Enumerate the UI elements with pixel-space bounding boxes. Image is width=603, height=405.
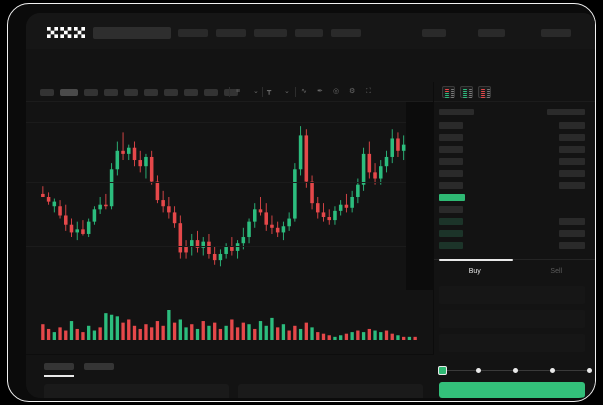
- search-input[interactable]: [93, 27, 171, 39]
- chart-panel: ≡ ⌄ ┳ ⌄ ∿ ✒ ◎ ⚙ ⛶: [26, 82, 434, 354]
- chart-toolbar: ≡ ⌄ ┳ ⌄ ∿ ✒ ◎ ⚙ ⛶: [26, 82, 433, 102]
- tab-sell[interactable]: Sell: [516, 260, 596, 282]
- nav-item-6[interactable]: [422, 29, 446, 37]
- toolbar-divider: [229, 87, 230, 97]
- indicators-icon[interactable]: ≡: [236, 88, 241, 95]
- orderbook-view-mode-group: [434, 82, 595, 102]
- orderbook-ask-row[interactable]: [439, 146, 463, 153]
- settings-gear-icon[interactable]: ⚙: [349, 88, 356, 95]
- chart-type-icon[interactable]: ┳: [267, 88, 272, 95]
- active-tab-indicator: [439, 259, 513, 261]
- candlestick-series: [41, 126, 417, 267]
- orderbook-size-cell[interactable]: [559, 182, 585, 189]
- orderbook-size-cell[interactable]: [559, 158, 585, 165]
- tab-buy[interactable]: Buy: [434, 260, 516, 282]
- chart-right-overlay: [406, 102, 434, 290]
- orderbook-size-cell[interactable]: [559, 122, 585, 129]
- timeframe-button-6[interactable]: [144, 89, 158, 96]
- slider-stop-100[interactable]: [586, 368, 592, 373]
- orderbook-ask-row[interactable]: [439, 158, 463, 165]
- device-frame: Spot Trading ▾ ▾ ≡ ⌄ ┳ ⌄ ∿ ✒ ◎ ⚙ ⛶: [7, 3, 596, 402]
- nav-item-8[interactable]: [541, 29, 571, 37]
- timeframe-button-8[interactable]: [184, 89, 198, 96]
- app-screen: Spot Trading ▾ ▾ ≡ ⌄ ┳ ⌄ ∿ ✒ ◎ ⚙ ⛶: [26, 13, 596, 398]
- orders-bottom-panel: [26, 354, 434, 398]
- chart-gridline-2: [26, 182, 433, 183]
- orderbook-both-icon[interactable]: [442, 86, 455, 98]
- nav-item-5[interactable]: [331, 29, 361, 37]
- nav-item-4[interactable]: [295, 29, 323, 37]
- bottom-tab-1[interactable]: [44, 363, 74, 370]
- bottom-tab-2[interactable]: [84, 363, 114, 370]
- orderbook-col-header-right[interactable]: [547, 109, 585, 115]
- timeframe-button-4[interactable]: [104, 89, 118, 96]
- nav-item-2[interactable]: [216, 29, 246, 37]
- bottom-content-block-1[interactable]: [44, 384, 229, 398]
- slider-stop-75[interactable]: [549, 368, 555, 373]
- indicator-chevron-icon[interactable]: ⌄: [253, 88, 259, 95]
- volume-histogram: [41, 310, 417, 340]
- orderbook-ask-row[interactable]: [439, 122, 463, 129]
- bottom-content-block-2[interactable]: [238, 384, 423, 398]
- orderbook-size-cell[interactable]: [559, 170, 585, 177]
- timeframe-button-2[interactable]: [60, 89, 78, 96]
- amount-field[interactable]: [439, 310, 585, 328]
- chart-type-chevron-icon[interactable]: ⌄: [284, 88, 290, 95]
- orderbook-size-cell[interactable]: [559, 230, 585, 237]
- amount-percent-slider[interactable]: [438, 366, 592, 375]
- orderbook-size-cell[interactable]: [559, 242, 585, 249]
- timeframe-button-7[interactable]: [164, 89, 178, 96]
- orderbook-size-cell[interactable]: [559, 146, 585, 153]
- nav-item-3[interactable]: [254, 29, 287, 37]
- line-tool-icon[interactable]: ∿: [301, 88, 307, 95]
- orderbook-ask-row[interactable]: [439, 134, 463, 141]
- top-navigation-bar: [26, 13, 595, 49]
- orderbook-bids-icon[interactable]: [460, 86, 473, 98]
- bottom-active-tab-indicator: [44, 375, 74, 377]
- orderbook-spread-row[interactable]: [439, 194, 465, 201]
- price-field[interactable]: [439, 286, 585, 304]
- market-sub-bar: Spot Trading ▾ ▾: [26, 49, 595, 111]
- buy-submit-button[interactable]: [439, 382, 585, 398]
- slider-handle[interactable]: [438, 366, 447, 375]
- orderbook-asks-icon[interactable]: [478, 86, 491, 98]
- pencil-draw-icon[interactable]: ✒: [317, 88, 323, 95]
- chart-plot-area[interactable]: [26, 102, 433, 354]
- order-form-tabs: Buy Sell: [434, 259, 596, 282]
- timeframe-button-9[interactable]: [204, 89, 218, 96]
- orderbook-bid-row[interactable]: [439, 206, 463, 213]
- orderbook-bid-row[interactable]: [439, 218, 463, 225]
- total-field[interactable]: [439, 334, 585, 352]
- camera-snapshot-icon[interactable]: ◎: [333, 88, 340, 95]
- orderbook-ask-row[interactable]: [439, 182, 463, 189]
- toolbar-divider: [295, 87, 296, 97]
- tab-sell-label: Sell: [550, 267, 563, 275]
- tab-buy-label: Buy: [468, 267, 481, 275]
- orderbook-bid-row[interactable]: [439, 242, 463, 249]
- nav-item-7[interactable]: [478, 29, 505, 37]
- nav-item-1[interactable]: [178, 29, 208, 37]
- timeframe-button-1[interactable]: [40, 89, 54, 96]
- timeframe-button-5[interactable]: [124, 89, 138, 96]
- timeframe-button-10[interactable]: [224, 89, 238, 96]
- orderbook-col-header-left[interactable]: [439, 109, 474, 115]
- orderbook-and-order-form-panel: Buy Sell: [434, 82, 596, 398]
- orderbook-size-cell[interactable]: [559, 218, 585, 225]
- okx-logo-icon[interactable]: [47, 27, 85, 38]
- chart-gridline-1: [26, 122, 433, 123]
- slider-stop-50[interactable]: [512, 368, 518, 373]
- chart-gridline-3: [26, 246, 433, 247]
- toolbar-divider: [262, 87, 263, 97]
- timeframe-button-3[interactable]: [84, 89, 98, 96]
- orderbook-ask-row[interactable]: [439, 170, 463, 177]
- fullscreen-icon[interactable]: ⛶: [366, 88, 371, 95]
- orderbook-bid-row[interactable]: [439, 230, 463, 237]
- slider-stop-25[interactable]: [475, 368, 481, 373]
- orderbook-size-cell[interactable]: [559, 134, 585, 141]
